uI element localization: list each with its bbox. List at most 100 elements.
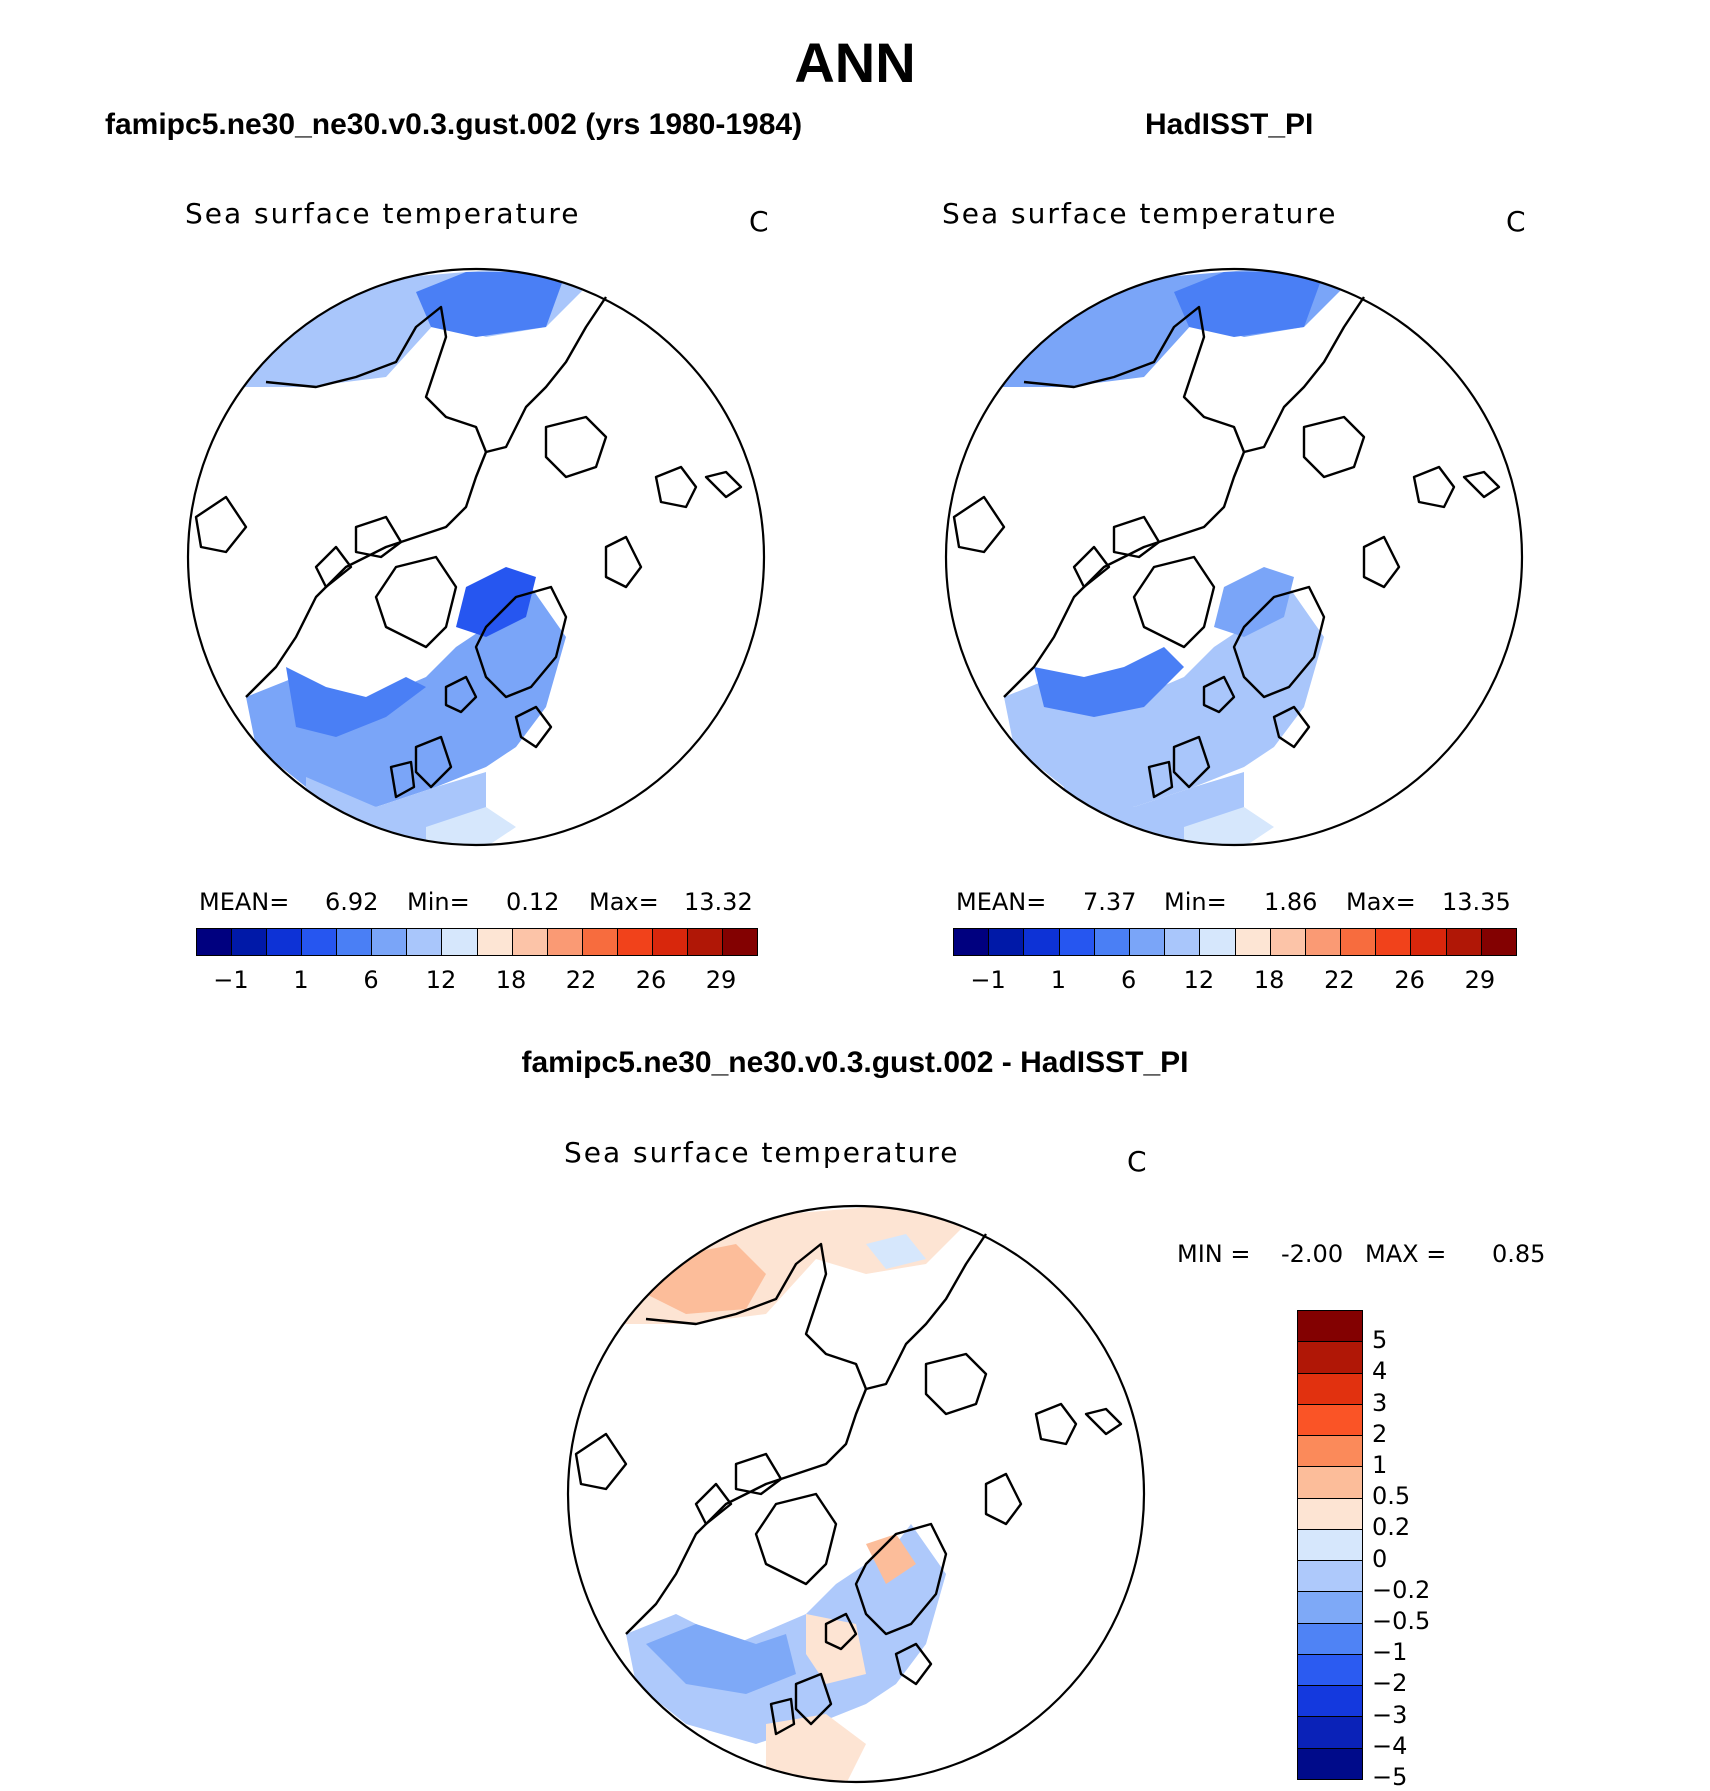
diff-max-value: 0.85 (1492, 1240, 1546, 1268)
panel-right-title: HadISST_PI (1145, 108, 1314, 141)
colorbar-box (652, 929, 688, 955)
colorbar-box (442, 929, 478, 955)
colorbar-tick-label: 26 (635, 966, 667, 994)
left-max-label: Max= (589, 888, 659, 916)
right-units: C (1506, 205, 1526, 238)
colorbar-box (1298, 1436, 1362, 1468)
right-colorbar (953, 928, 1517, 956)
right-mean-label: MEAN= (956, 888, 1047, 916)
colorbar-box (687, 929, 723, 955)
colorbar-box (232, 929, 268, 955)
left-mean-label: MEAN= (199, 888, 290, 916)
colorbar-box (1094, 929, 1130, 955)
colorbar-box (1298, 1467, 1362, 1499)
colorbar-box (1200, 929, 1236, 955)
colorbar-box (407, 929, 443, 955)
colorbar-tick-label: 22 (565, 966, 597, 994)
colorbar-tick-label: 12 (425, 966, 457, 994)
colorbar-box (1446, 929, 1482, 955)
colorbar-box (302, 929, 338, 955)
colorbar-box (954, 929, 990, 955)
colorbar-box (1298, 1498, 1362, 1530)
colorbar-tick-label: 6 (363, 966, 379, 994)
colorbar-tick-label: 2 (1372, 1419, 1388, 1448)
colorbar-tick-label: 3 (1372, 1388, 1388, 1417)
left-plot-label: Sea surface temperature (185, 197, 581, 230)
colorbar-box (547, 929, 583, 955)
colorbar-tick-label: −2 (1372, 1669, 1408, 1698)
colorbar-box (582, 929, 618, 955)
colorbar-box (1298, 1561, 1362, 1593)
left-units: C (749, 205, 769, 238)
colorbar-box (512, 929, 548, 955)
colorbar-box (1165, 929, 1201, 955)
colorbar-box (197, 929, 233, 955)
colorbar-box (989, 929, 1025, 955)
right-max-value: 13.35 (1442, 888, 1511, 916)
colorbar-box (1298, 1342, 1362, 1374)
colorbar-tick-label: −3 (1372, 1700, 1408, 1729)
colorbar-box (722, 929, 757, 955)
diff-min-value: -2.00 (1281, 1240, 1344, 1268)
figure-title: ANN (794, 31, 916, 94)
colorbar-tick-label: 29 (1464, 966, 1496, 994)
colorbar-tick-label: 0 (1372, 1544, 1388, 1573)
colorbar-box (1481, 929, 1516, 955)
left-colorbar (196, 928, 758, 956)
colorbar-box (1298, 1654, 1362, 1687)
diff-plot-label: Sea surface temperature (564, 1136, 960, 1169)
colorbar-box (1298, 1623, 1362, 1655)
right-mean-value: 7.37 (1083, 888, 1137, 916)
colorbar-box (1298, 1373, 1362, 1405)
diff-max-label: MAX = (1365, 1240, 1447, 1268)
colorbar-tick-label: −0.5 (1372, 1607, 1431, 1635)
colorbar-tick-label: −1 (1372, 1638, 1408, 1667)
right-min-label: Min= (1164, 888, 1227, 916)
colorbar-box (1059, 929, 1095, 955)
colorbar-box (372, 929, 408, 955)
panel-left-title: famipc5.ne30_ne30.v0.3.gust.002 (yrs 198… (105, 108, 803, 141)
left-min-label: Min= (407, 888, 470, 916)
colorbar-tick-label: 4 (1372, 1357, 1388, 1386)
left-mean-value: 6.92 (325, 888, 379, 916)
colorbar-tick-label: 5 (1372, 1326, 1388, 1355)
colorbar-box (1298, 1311, 1362, 1343)
left-polar-map (186, 267, 766, 847)
colorbar-tick-label: 18 (495, 966, 527, 994)
right-plot-label: Sea surface temperature (942, 197, 1338, 230)
colorbar-tick-label: 12 (1183, 966, 1215, 994)
colorbar-tick-label: 29 (705, 966, 737, 994)
colorbar-box (1235, 929, 1271, 955)
colorbar-tick-label: −4 (1372, 1731, 1408, 1760)
right-max-label: Max= (1346, 888, 1416, 916)
left-min-value: 0.12 (506, 888, 560, 916)
colorbar-box (1298, 1592, 1362, 1624)
colorbar-box (1298, 1717, 1362, 1749)
colorbar-tick-label: −5 (1372, 1763, 1408, 1791)
colorbar-box (1298, 1686, 1362, 1718)
colorbar-box (1298, 1748, 1362, 1779)
diff-min-label: MIN = (1177, 1240, 1251, 1268)
colorbar-tick-label: 18 (1253, 966, 1285, 994)
colorbar-tick-label: 1 (1372, 1451, 1388, 1479)
colorbar-box (477, 929, 513, 955)
colorbar-tick-label: 6 (1120, 966, 1137, 994)
colorbar-box (1341, 929, 1377, 955)
panel-diff-title: famipc5.ne30_ne30.v0.3.gust.002 - HadISS… (521, 1046, 1189, 1079)
left-max-value: 13.32 (684, 888, 753, 916)
colorbar-box (1270, 929, 1306, 955)
diff-units: C (1127, 1145, 1147, 1178)
diff-polar-map (566, 1204, 1146, 1784)
colorbar-box (1305, 929, 1342, 955)
colorbar-tick-label: 0.5 (1372, 1482, 1411, 1511)
colorbar-box (1376, 929, 1412, 955)
diff-colorbar (1297, 1310, 1363, 1780)
colorbar-box (1298, 1529, 1362, 1562)
colorbar-box (617, 929, 653, 955)
colorbar-box (1129, 929, 1166, 955)
colorbar-box (1024, 929, 1060, 955)
right-polar-map (944, 267, 1524, 847)
colorbar-tick-label: 26 (1394, 966, 1425, 994)
right-min-value: 1.86 (1264, 888, 1318, 916)
colorbar-box (267, 929, 303, 955)
